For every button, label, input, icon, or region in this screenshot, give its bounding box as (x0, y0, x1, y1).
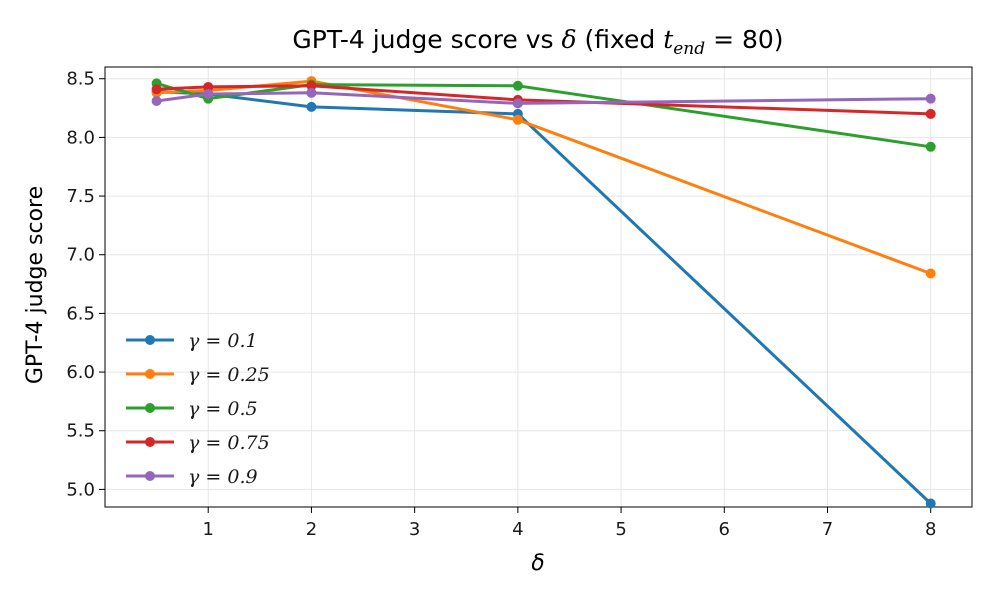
data-point (306, 101, 317, 112)
legend-marker (145, 437, 155, 447)
chart-title-subscript: end (673, 39, 705, 59)
y-tick-label: 7.5 (66, 186, 95, 207)
data-point (925, 108, 936, 119)
data-point (925, 93, 936, 104)
series-line (156, 90, 932, 505)
chart-title-delta: δ (561, 25, 576, 54)
legend-item-5: γ = 0.9 (126, 466, 258, 488)
legend-item-1: γ = 0.1 (126, 330, 258, 352)
y-tick-label: 7.0 (66, 245, 95, 266)
legend-label: γ = 0.5 (188, 398, 258, 420)
x-tick-label: 7 (822, 519, 833, 540)
y-tick-label: 8.5 (66, 69, 95, 90)
x-axis-ticks: 1 2 3 4 5 6 7 8 (202, 507, 936, 540)
chart-title-t: t (663, 25, 674, 54)
data-point (306, 80, 317, 91)
x-tick-label: 2 (306, 519, 317, 540)
y-tick-label: 8.0 (66, 127, 95, 148)
legend-label: γ = 0.25 (188, 364, 270, 386)
series-5 (151, 87, 936, 109)
x-tick-label: 3 (409, 519, 420, 540)
y-axis-label: GPT-4 judge score (23, 186, 48, 384)
x-tick-label: 4 (512, 519, 523, 540)
data-point (925, 498, 936, 509)
legend-marker (145, 403, 155, 413)
x-tick-label: 8 (925, 519, 936, 540)
data-point (151, 96, 162, 107)
series-3 (151, 78, 936, 152)
y-tick-label: 6.0 (66, 362, 95, 383)
y-tick-label: 5.5 (66, 421, 95, 442)
legend-item-3: γ = 0.5 (126, 398, 258, 420)
legend-label: γ = 0.1 (188, 330, 258, 352)
data-point (925, 268, 936, 279)
legend-marker (145, 369, 155, 379)
y-axis-ticks: 5.0 5.5 6.0 6.5 7.0 7.5 8.0 8.5 (66, 69, 105, 500)
data-point (306, 87, 317, 98)
data-point (203, 81, 214, 92)
x-tick-label: 1 (202, 519, 213, 540)
legend-marker (145, 471, 155, 481)
y-tick-label: 6.5 (66, 303, 95, 324)
plot-frame (104, 66, 973, 508)
x-tick-label: 6 (719, 519, 730, 540)
legend-label: γ = 0.75 (188, 432, 270, 454)
series-4 (151, 80, 936, 119)
series-2 (151, 76, 936, 279)
grid (105, 67, 972, 507)
data-point (512, 98, 523, 109)
chart-title-suffix: = 80) (705, 25, 783, 54)
x-tick-label: 5 (615, 519, 626, 540)
series-group (151, 76, 936, 509)
data-point (151, 84, 162, 95)
data-point (203, 88, 214, 99)
y-tick-label: 5.0 (66, 479, 95, 500)
x-axis-label: δ (531, 551, 544, 576)
data-point (512, 80, 523, 91)
data-point (512, 114, 523, 125)
data-point (925, 141, 936, 152)
chart-title: GPT-4 judge score vs δ (fixed tend = 80) (292, 25, 783, 59)
legend-item-2: γ = 0.25 (126, 364, 270, 386)
chart-title-prefix: GPT-4 judge score vs (292, 25, 561, 54)
legend: γ = 0.1 γ = 0.25 γ = 0.5 γ = 0.75 γ = 0.9 (126, 330, 270, 488)
legend-item-4: γ = 0.75 (126, 432, 270, 454)
legend-label: γ = 0.9 (188, 466, 258, 488)
legend-marker (145, 335, 155, 345)
chart-title-mid: (fixed (577, 25, 664, 54)
